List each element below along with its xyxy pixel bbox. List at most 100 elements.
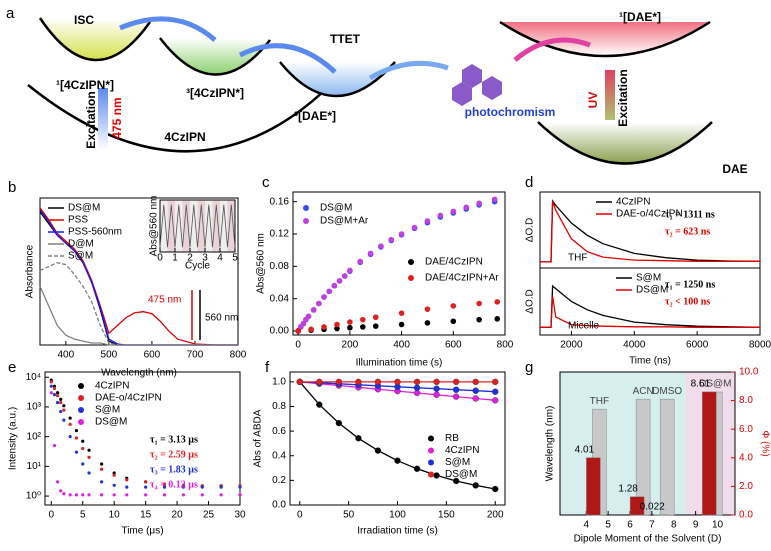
data-point [357, 259, 363, 265]
data-point [113, 493, 116, 496]
y2-tick-label: 2.0 [739, 481, 753, 492]
y-tick-label: 0.0 [272, 500, 286, 511]
x-tick-label: 2000 [560, 340, 583, 351]
y-tick-label: 0.00 [270, 326, 290, 337]
legend-swatch [303, 205, 309, 211]
data-point [297, 379, 303, 385]
data-point [332, 283, 338, 289]
x-tick-label: 600 [445, 340, 462, 351]
data-point [59, 410, 62, 413]
data-point [87, 456, 90, 459]
legend-label: S@M [68, 251, 93, 262]
legend-swatch [428, 472, 434, 478]
data-point [388, 237, 394, 243]
legend-label: 4CzIPN [445, 445, 479, 456]
data-point [492, 196, 498, 202]
data-point [414, 379, 420, 385]
data-point [373, 323, 379, 329]
data-point [395, 458, 401, 464]
y-axis-label: Absorbance [25, 244, 36, 298]
diagram-label: photochromism [465, 105, 556, 119]
bar [660, 399, 674, 515]
y2-tick-label: 4.0 [739, 452, 753, 463]
annotation: 475 nm [148, 295, 181, 306]
x-tick-label: 4 [217, 253, 223, 264]
legend-swatch [78, 407, 84, 413]
x-axis-label: Dipole Moment of the Solvent (D) [574, 534, 722, 545]
legend-label: RB [445, 433, 459, 444]
data-point [81, 447, 84, 450]
data-point [342, 273, 348, 279]
x-tick-label: 0 [297, 510, 303, 521]
data-point [59, 489, 62, 492]
category-label: DMSO [652, 386, 682, 397]
y-tick-label: 0.12 [270, 229, 290, 240]
data-point [113, 474, 116, 477]
x-tick-label: 600 [144, 350, 161, 361]
x-tick-label: 150 [438, 510, 455, 521]
annotation: THF [568, 253, 587, 264]
data-point [144, 493, 147, 496]
x-tick-label: 0 [295, 340, 301, 351]
panel-label: b [8, 179, 16, 196]
data-point [87, 493, 90, 496]
y-tick-label: 0.16 [270, 196, 290, 207]
data-point [75, 436, 78, 439]
data-point [87, 449, 90, 452]
data-point [50, 391, 53, 394]
x-tick-label: 700 [187, 350, 204, 361]
annotation: τ₁ = 1250 ns [665, 279, 715, 290]
diagram-label: 4CzIPN [164, 130, 205, 144]
x-tick-label: 5 [80, 510, 86, 521]
data-point [355, 435, 361, 441]
data-point [399, 231, 405, 237]
data-point [220, 493, 223, 496]
legend-label: S@M [95, 405, 120, 416]
data-point [53, 393, 56, 396]
data-point [62, 419, 65, 422]
panel-label: g [525, 359, 533, 376]
data-point [50, 385, 53, 388]
legend-label: PSS [68, 215, 88, 226]
legend-swatch [408, 259, 414, 265]
x-tick-label: 5 [605, 520, 611, 531]
data-point [56, 394, 59, 397]
data-point [125, 493, 128, 496]
x-axis-label: Time (μs) [121, 526, 163, 537]
x-tick-label: 8000 [749, 340, 771, 351]
data-point [434, 379, 440, 385]
data-point [238, 486, 241, 489]
data-point [220, 486, 223, 489]
y-tick-label: 0.6 [272, 426, 286, 437]
panel-label: c [262, 174, 270, 191]
diagram-label: TTET [330, 32, 361, 46]
data-point [399, 310, 405, 316]
data-point [163, 493, 166, 496]
x-tick-label: 400 [393, 340, 410, 351]
molecule-icon [452, 64, 502, 106]
x-tick-label: 25 [203, 510, 215, 521]
x-tick-label: 8 [671, 520, 677, 531]
legend-label: DAE/4CzIPN [425, 257, 483, 268]
legend-label: S@M [636, 273, 661, 284]
data-point [450, 318, 456, 324]
y-tick-label: 0.8 [272, 401, 286, 412]
category-label: THF [590, 396, 609, 407]
data-point [494, 316, 500, 322]
y2-tick-label: 10.0 [739, 367, 759, 378]
diagram-label: ³[DAE*] [294, 109, 336, 123]
legend-label: DAE-o/4CzIPN [95, 393, 162, 404]
data-point [321, 324, 327, 330]
data-point [69, 435, 72, 438]
annotation: τ₂ < 100 ns [665, 296, 710, 307]
data-point [463, 205, 469, 211]
x-axis-label: Cycle [185, 261, 210, 272]
data-point [56, 480, 59, 483]
x-tick-label: 500 [101, 350, 118, 361]
diagram-label: ³[4CzIPN*] [186, 86, 244, 100]
legend-swatch [78, 395, 84, 401]
data-point [434, 392, 440, 398]
data-point [473, 482, 479, 488]
data-point [100, 462, 103, 465]
data-point [201, 493, 204, 496]
